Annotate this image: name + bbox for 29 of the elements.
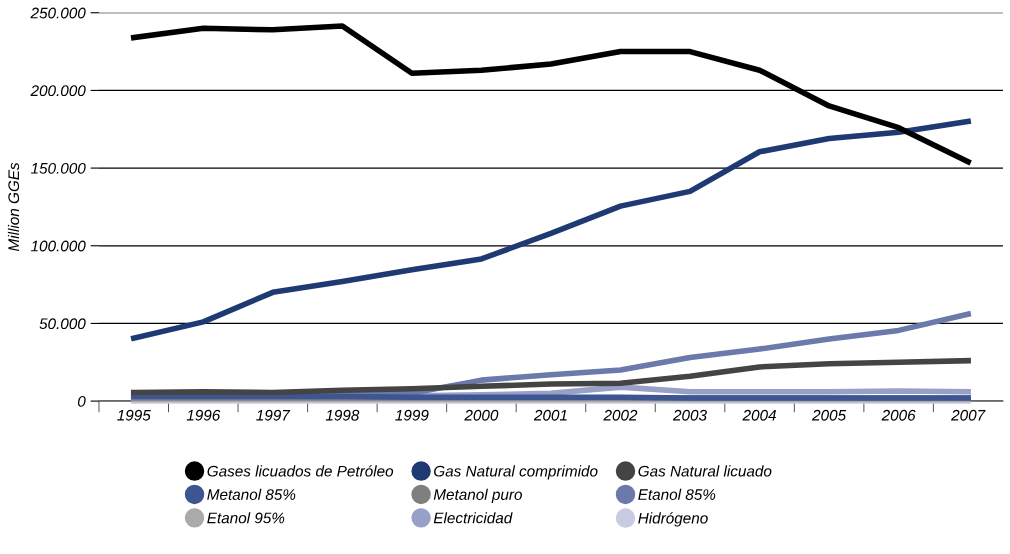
legend-label: Gas Natural licuado (638, 465, 772, 477)
legend-label: Metanol puro (433, 488, 522, 503)
legend-label: Gas Natural comprimido (434, 465, 598, 480)
y-tick-label: 250.000 (30, 7, 86, 19)
y-tick-label: 150.000 (30, 162, 86, 174)
x-tick-label: 1998 (325, 409, 360, 421)
legend-label: Etanol 85% (638, 488, 716, 500)
y-tick-label: 200.000 (30, 85, 86, 97)
x-tick-label: 2007 (951, 409, 986, 421)
x-tick-label: 1996 (186, 409, 221, 421)
y-axis-title: Million GGEs (7, 162, 20, 252)
legend-label: Electricidad (433, 512, 513, 524)
x-tick-label: 1999 (395, 409, 429, 421)
x-tick-label: 2004 (742, 409, 776, 421)
x-tick-label: 1997 (256, 409, 291, 421)
legend-label: Etanol 95% (207, 512, 285, 524)
x-tick-label: 2000 (464, 409, 499, 421)
x-tick-label: 2001 (533, 409, 567, 421)
y-tick-label: 100.000 (30, 240, 86, 252)
y-tick-label: 50.000 (39, 318, 86, 330)
x-tick-label: 2003 (672, 409, 707, 421)
legend-label: Metanol 85% (207, 488, 296, 500)
x-tick-label: 1995 (117, 409, 151, 421)
legend-label: Gases licuados de Petróleo (207, 465, 394, 477)
x-tick-label: 2005 (812, 409, 847, 421)
legend-label: Hidrógeno (638, 512, 708, 527)
y-tick-label: 0 (77, 395, 86, 407)
x-tick-label: 2002 (603, 409, 638, 421)
x-tick-label: 2006 (881, 409, 916, 421)
